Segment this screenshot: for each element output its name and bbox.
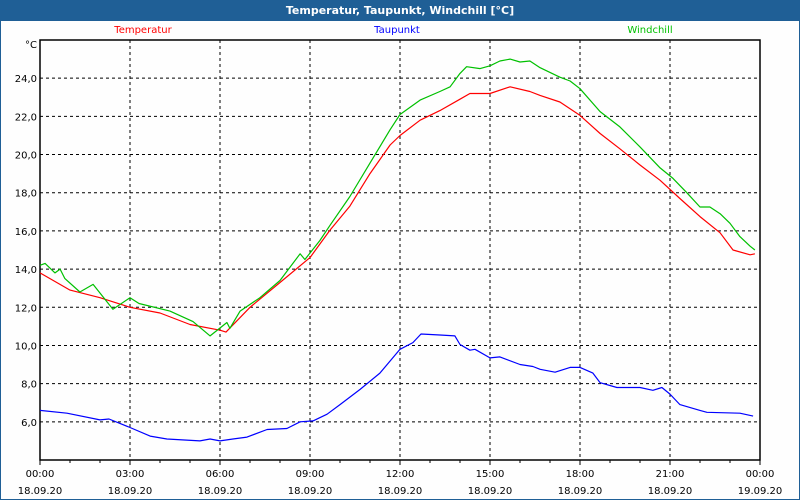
y-tick-label: 16,0	[15, 227, 37, 238]
x-tick-time-label: 03:00	[116, 469, 145, 480]
y-tick-label: 12,0	[15, 303, 37, 314]
x-tick-date-label: 18.09.20	[288, 486, 333, 497]
window-title: Temperatur, Taupunkt, Windchill [°C]	[1, 1, 799, 21]
series-line-temperatur	[39, 86, 756, 333]
series-line-windchill	[39, 58, 756, 337]
x-tick-date-label: 18.09.20	[18, 486, 63, 497]
y-axis-unit-label: °C	[25, 40, 37, 51]
x-tick-time-label: 18:00	[566, 469, 595, 480]
x-tick-time-label: 09:00	[296, 469, 325, 480]
y-tick-label: 24,0	[15, 74, 37, 85]
x-tick-time-label: 00:00	[26, 469, 55, 480]
legend-temperatur: Temperatur	[113, 25, 172, 36]
plot-frame	[39, 39, 761, 461]
y-tick-label: 22,0	[15, 112, 37, 123]
y-tick-label: 18,0	[15, 189, 37, 200]
x-tick-date-label: 18.09.20	[648, 486, 693, 497]
x-tick-date-label: 18.09.20	[198, 486, 243, 497]
x-tick-time-label: 00:00	[746, 469, 775, 480]
x-tick-time-label: 15:00	[476, 469, 505, 480]
series-line-taupunkt	[39, 333, 754, 442]
y-tick-label: 14,0	[15, 265, 37, 276]
x-tick-time-label: 12:00	[386, 469, 415, 480]
legend-windchill: Windchill	[627, 25, 672, 36]
x-tick-time-label: 21:00	[656, 469, 685, 480]
x-tick-date-label: 18.09.20	[378, 486, 423, 497]
legend-taupunkt: Taupunkt	[373, 25, 420, 36]
y-tick-label: 20,0	[15, 151, 37, 162]
x-tick-time-label: 06:00	[206, 469, 235, 480]
x-tick-date-label: 18.09.20	[108, 486, 153, 497]
x-tick-date-label: 18.09.20	[468, 486, 513, 497]
x-tick-date-label: 18.09.20	[558, 486, 603, 497]
y-tick-label: 10,0	[15, 341, 37, 352]
y-tick-label: 6,0	[21, 418, 37, 429]
y-tick-label: 8,0	[21, 380, 37, 391]
x-tick-date-label: 19.09.20	[738, 486, 783, 497]
